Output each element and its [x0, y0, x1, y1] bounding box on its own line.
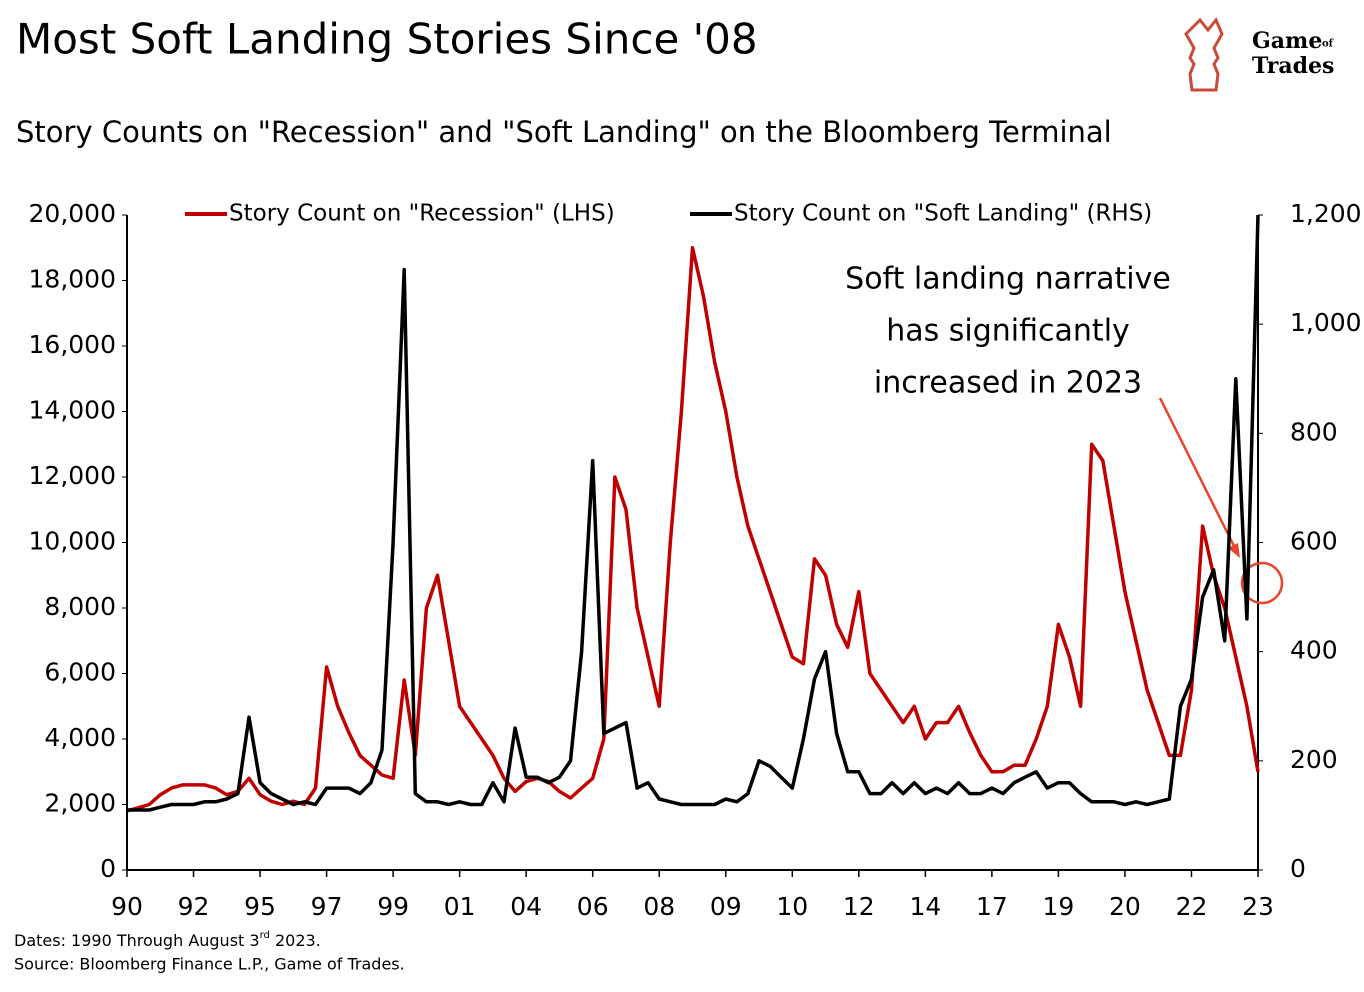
footnote-text: 2023. — [270, 931, 321, 950]
x-tick-label: 92 — [178, 892, 210, 921]
logo: Game of Trades — [1184, 17, 1334, 92]
y2-tick-label: 600 — [1290, 527, 1338, 556]
series-line — [126, 246, 1260, 813]
arrow-head — [1228, 543, 1240, 558]
annotation: increased in 2023 — [874, 366, 1142, 401]
y2-tick-label: 200 — [1290, 745, 1338, 774]
x-tick-label: 17 — [976, 892, 1008, 921]
y-tick-label: 6,000 — [44, 658, 116, 687]
chart-title: Most Soft Landing Stories Since '08 — [16, 15, 758, 64]
chart-subtitle: Story Counts on "Recession" and "Soft La… — [16, 115, 1112, 149]
y-tick-label: 2,000 — [44, 789, 116, 818]
footnote: Dates: 1990 Through August 3rd 2023. — [14, 930, 321, 950]
x-tick-label: 06 — [577, 892, 609, 921]
footnote-sup: rd — [260, 930, 270, 941]
x-tick-label: 23 — [1242, 892, 1274, 921]
annotation: has significantly — [886, 314, 1130, 349]
y-tick-label: 18,000 — [29, 265, 116, 294]
highlight-circle — [1240, 561, 1284, 605]
y-tick-label: 20,000 — [29, 199, 116, 228]
legend-label: Story Count on "Soft Landing" (RHS) — [734, 201, 1152, 227]
y2-tick-label: 1,200 — [1290, 199, 1362, 228]
y-tick-label: 12,000 — [29, 461, 116, 490]
y-tick-label: 16,000 — [29, 330, 116, 359]
series-line — [127, 214, 1260, 812]
brand: Trades — [1252, 53, 1334, 79]
annotation: Soft landing narrative — [845, 262, 1171, 297]
x-tick-label: 95 — [244, 892, 276, 921]
x-tick-label: 22 — [1176, 892, 1208, 921]
y2-tick-label: 0 — [1290, 854, 1306, 883]
y-tick-label: 4,000 — [44, 723, 116, 752]
x-tick-label: 19 — [1043, 892, 1075, 921]
logo-icon — [1184, 17, 1224, 92]
x-tick-label: 14 — [909, 892, 941, 921]
y-tick-label: 10,000 — [29, 527, 116, 556]
x-tick-label: 10 — [776, 892, 808, 921]
arrow-line — [1158, 397, 1237, 549]
annotation-arrow — [1158, 397, 1284, 605]
y-tick-label: 8,000 — [44, 592, 116, 621]
y2-tick-label: 800 — [1290, 417, 1338, 446]
x-tick-label: 08 — [643, 892, 675, 921]
x-tick-label: 04 — [510, 892, 542, 921]
x-tick-label: 97 — [311, 892, 343, 921]
x-tick-label: 20 — [1109, 892, 1141, 921]
y-tick-label: 14,000 — [29, 396, 116, 425]
x-tick-label: 01 — [444, 892, 476, 921]
source: Source: Bloomberg Finance L.P., Game of … — [14, 955, 405, 974]
brand: of — [1322, 39, 1334, 50]
y-tick-label: 0 — [100, 854, 116, 883]
x-tick-label: 99 — [377, 892, 409, 921]
y2-tick-label: 400 — [1290, 636, 1338, 665]
x-tick-label: 90 — [111, 892, 143, 921]
legend-label: Story Count on "Recession" (LHS) — [229, 201, 615, 227]
x-tick-label: 09 — [710, 892, 742, 921]
y2-tick-label: 1,000 — [1290, 308, 1362, 337]
brand: Game — [1252, 28, 1322, 54]
x-tick-label: 12 — [843, 892, 875, 921]
footnote-text: Dates: 1990 Through August 3 — [14, 931, 260, 950]
plot: 0 2,000 4,000 6,000 8,000 10,000 12,000 14,000 1… — [29, 199, 1362, 921]
